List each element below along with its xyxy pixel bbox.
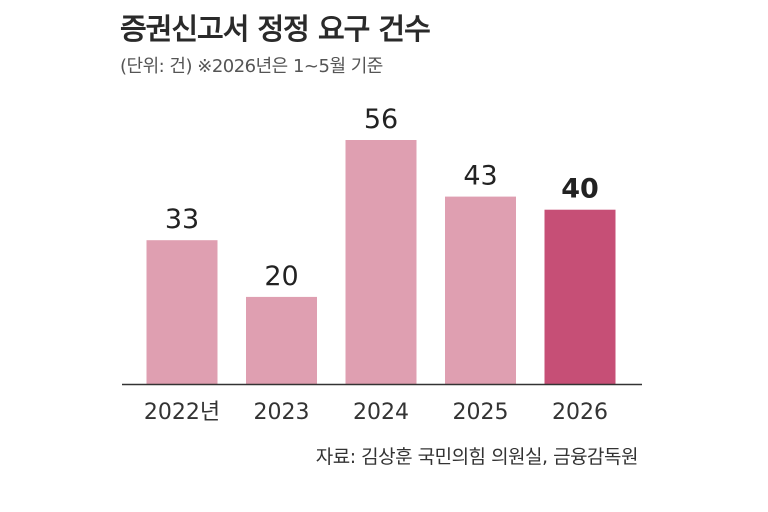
- source-note: 자료: 김상훈 국민의힘 의원실, 금융감독원: [315, 446, 639, 468]
- bar-2026: [544, 209, 616, 384]
- x-tick-label: 2025: [453, 400, 509, 425]
- data-label-2025: 43: [463, 161, 497, 192]
- bar-2022년: [146, 240, 218, 384]
- bar-2023: [246, 296, 317, 384]
- x-tick-label: 2024: [353, 400, 409, 425]
- x-tick-label: 2023: [254, 400, 310, 425]
- chart-title: 증권신고서 정정 요구 건수: [120, 12, 431, 46]
- bar-2025: [445, 196, 516, 384]
- x-tick-label: 2022년: [144, 400, 220, 425]
- data-label-2024: 56: [364, 104, 398, 135]
- data-label-2026: 40: [561, 174, 599, 205]
- chart-subtitle: (단위: 건) ※2026년은 1~5월 기준: [120, 56, 383, 77]
- data-label-2022년: 33: [165, 204, 199, 235]
- data-label-2023: 20: [264, 261, 298, 292]
- bar-2024: [345, 140, 417, 384]
- x-tick-label: 2026: [552, 400, 608, 425]
